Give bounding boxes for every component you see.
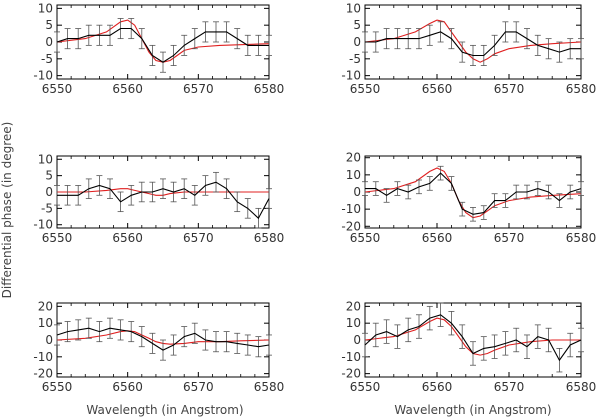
panel-6: 6550 6560 6570 6580 -20 -10 0 10 20 [341,299,596,394]
y-tick-label: 5 [45,169,53,183]
y-tick-label: 5 [45,18,53,32]
figure: 6550 6560 6570 6580 -10 -5 0 5 10 6550 6560 6570 658… [0,0,600,420]
panel-3: 6550 6560 6570 6580 -10 -5 0 5 10 [33,152,284,245]
y-tick-label: 20 [346,299,361,313]
y-tick-label: 0 [45,333,53,347]
x-tick-label: 6570 [183,231,214,245]
y-tick-label: 5 [353,18,361,32]
y-tick-label: 0 [353,35,361,49]
x-tick-label: 6560 [422,82,453,96]
x-tick-label: 6580 [254,380,285,394]
x-tick-label: 6580 [254,82,285,96]
y-tick-label: 10 [346,1,361,15]
y-tick-label: -10 [33,350,53,364]
x-tick-label: 6550 [42,231,73,245]
y-tick-label: -10 [341,202,361,216]
x-tick-label: 6580 [566,82,597,96]
y-axis-label: Differential phase (in degree) [0,122,14,299]
x-tick-label: 6560 [112,82,143,96]
y-tick-label: 20 [38,299,53,313]
y-tick-label: -10 [341,69,361,83]
x-tick-label: 6570 [183,82,214,96]
x-tick-label: 6580 [254,231,285,245]
y-tick-label: -20 [341,219,361,233]
x-tick-label: 6570 [183,380,214,394]
x-tick-label: 6570 [494,82,525,96]
y-tick-label: 10 [346,316,361,330]
y-tick-label: -10 [33,69,53,83]
x-tick-label: 6580 [566,231,597,245]
y-tick-label: 0 [45,35,53,49]
y-tick-label: 20 [346,151,361,165]
y-tick-label: -20 [33,367,53,381]
x-tick-label: 6570 [494,231,525,245]
y-tick-label: -5 [41,52,53,66]
x-tick-label: 6570 [494,380,525,394]
y-tick-label: -5 [349,52,361,66]
x-tick-label: 6560 [422,380,453,394]
x-tick-label: 6550 [42,380,73,394]
y-tick-label: -5 [41,201,53,215]
panel-1: 6550 6560 6570 6580 -10 -5 0 5 10 [33,1,284,96]
y-tick-label: 10 [38,316,53,330]
panels-layer: 6550 6560 6570 6580 -10 -5 0 5 10 6550 6560 6570 658… [33,1,596,394]
panel-2: 6550 6560 6570 6580 -10 -5 0 5 10 [341,1,596,96]
y-tick-label: 10 [38,152,53,166]
x-tick-label: 6550 [42,82,73,96]
y-tick-label: 0 [353,185,361,199]
x-tick-label: 6580 [566,380,597,394]
x-axis-label-left: Wavelength (in Angstrom) [86,403,243,417]
x-tick-label: 6550 [350,82,381,96]
y-tick-label: -20 [341,367,361,381]
y-tick-label: 10 [346,168,361,182]
y-tick-label: 10 [38,1,53,15]
panel-5: 6550 6560 6570 6580 -20 -10 0 10 20 [33,299,284,394]
x-tick-label: 6560 [112,231,143,245]
x-axis-label-right: Wavelength (in Angstrom) [394,403,551,417]
y-tick-label: -10 [341,350,361,364]
x-tick-label: 6550 [350,380,381,394]
x-tick-label: 6560 [112,380,143,394]
x-tick-label: 6560 [422,231,453,245]
y-tick-label: -10 [33,218,53,232]
y-tick-label: 0 [353,333,361,347]
y-tick-label: 0 [45,185,53,199]
